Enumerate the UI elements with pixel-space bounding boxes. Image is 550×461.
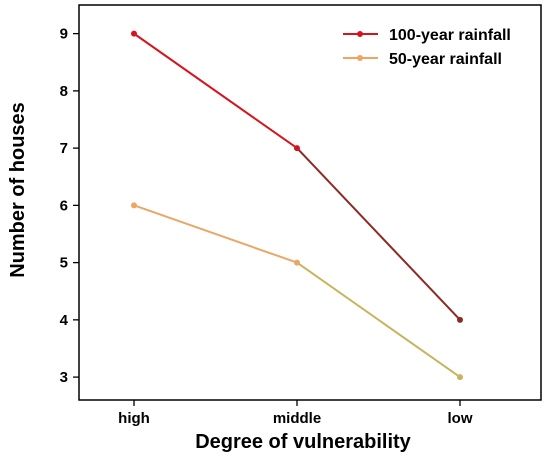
data-point: [457, 374, 463, 381]
series-line-segment: [133, 32, 298, 149]
data-point: [131, 30, 137, 37]
legend-label: 100-year rainfall: [389, 27, 511, 44]
series-layer: [131, 30, 463, 381]
series-50-year: [131, 202, 463, 381]
plot-frame: [78, 4, 542, 401]
data-point: [457, 316, 463, 323]
y-tick-label: 7: [60, 140, 68, 157]
x-axis-title: Degree of vulnerability: [195, 431, 411, 453]
series-line-segment: [133, 204, 298, 264]
x-tick-label: low: [448, 410, 473, 427]
y-axis-ticks: 3 4 5 6 7 8 9: [60, 26, 79, 386]
series-line-segment: [296, 147, 461, 321]
x-axis-ticks: high middle low: [118, 400, 473, 427]
y-tick-label: 9: [60, 26, 68, 43]
y-tick-label: 4: [60, 312, 69, 329]
x-tick-label: middle: [273, 410, 321, 427]
y-axis-title: Number of houses: [7, 102, 29, 278]
data-point: [294, 259, 300, 266]
legend-marker: [357, 55, 363, 61]
y-tick-label: 3: [60, 369, 68, 386]
x-tick-label: high: [118, 410, 150, 427]
y-tick-label: 6: [60, 197, 68, 214]
legend-label: 50-year rainfall: [389, 51, 502, 68]
data-point: [294, 145, 300, 152]
series-line-segment: [296, 261, 461, 378]
data-point: [131, 202, 137, 209]
legend: 100-year rainfall 50-year rainfall: [343, 27, 511, 68]
series-100-year: [131, 30, 463, 323]
y-tick-label: 8: [60, 83, 68, 100]
legend-marker: [357, 31, 363, 37]
y-tick-label: 5: [60, 255, 68, 272]
